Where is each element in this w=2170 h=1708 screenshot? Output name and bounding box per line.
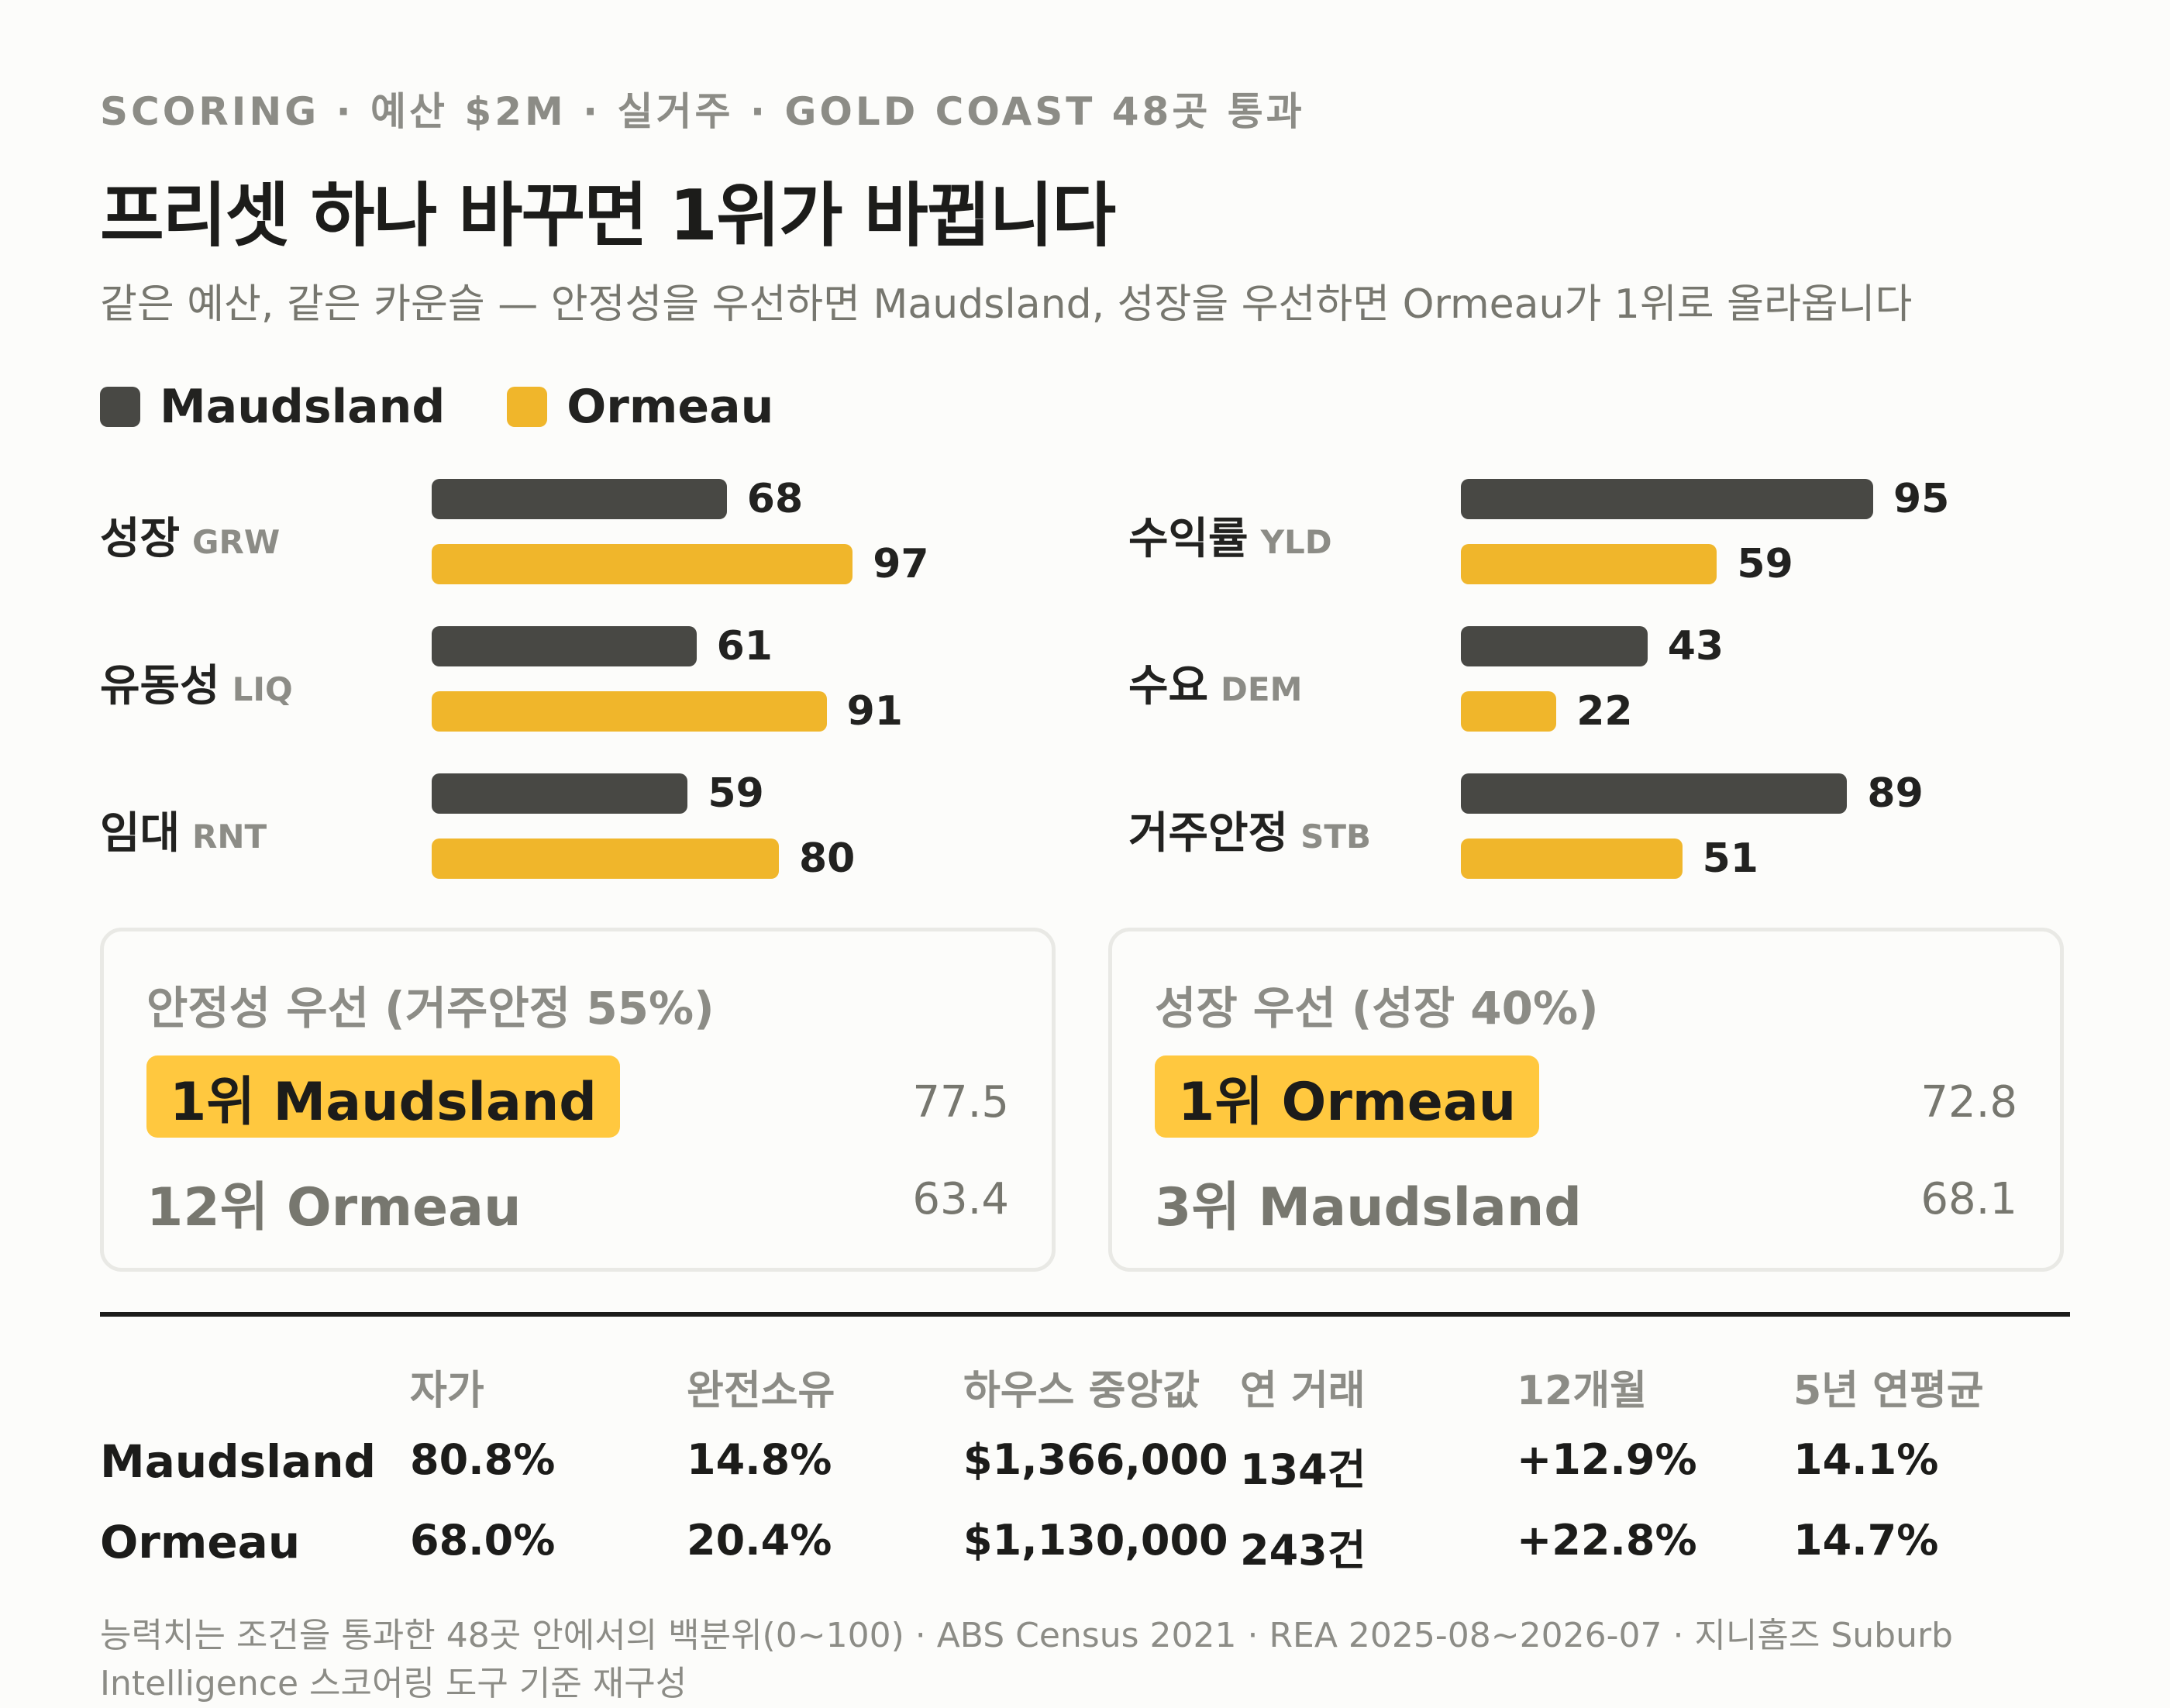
preset-card-stability: 안정성 우선 (거주안정 55%) 1위 Maudsland 77.5 12위 …	[100, 928, 1056, 1272]
legend-label-maudsland: Maudsland	[160, 380, 446, 434]
metric-label: 성장 GRW	[100, 504, 280, 566]
bar-maudsland-yld	[1461, 479, 1873, 519]
preset-runner-score: 63.4	[912, 1174, 1009, 1224]
preset-heading: 성장 우선 (성장 40%)	[1155, 982, 1599, 1035]
bar-value-label: 22	[1576, 688, 1633, 735]
metric-label: 거주안정 STB	[1128, 798, 1371, 861]
table-cell: $1,366,000	[963, 1435, 1228, 1484]
bar-ormeau-dem	[1461, 691, 1557, 732]
metric-label: 수요 DEM	[1128, 651, 1302, 714]
metric-name: 수요	[1128, 661, 1209, 711]
bar-ormeau-grw	[432, 544, 853, 584]
bar-value-label: 68	[746, 476, 804, 522]
table-header-owned-outright: 완전소유	[687, 1368, 835, 1414]
preset-runner-up: 12위 Ormeau	[146, 1177, 522, 1238]
legend-swatch-ormeau	[507, 387, 548, 427]
bar-value-label: 89	[1867, 770, 1924, 817]
preset-winner-badge: 1위 Maudsland	[146, 1055, 620, 1138]
table-cell: 134건	[1240, 1445, 1366, 1494]
chart-legend: Maudsland Ormeau	[100, 380, 835, 434]
table-header-median-price: 하우스 중앙값	[963, 1368, 1200, 1414]
table-row-label: Maudsland	[100, 1435, 377, 1488]
table-cell: 80.8%	[410, 1435, 556, 1484]
metric-code: GRW	[192, 523, 281, 561]
metric-code: RNT	[192, 818, 267, 856]
bar-ormeau-yld	[1461, 544, 1717, 584]
metric-name: 임대	[100, 808, 181, 859]
metric-code: YLD	[1260, 523, 1332, 561]
metric-label: 유동성 LIQ	[100, 651, 293, 714]
table-cell: 14.1%	[1793, 1435, 1939, 1484]
bar-value-label: 61	[716, 623, 773, 670]
table-header-annual-sales: 연 거래	[1240, 1368, 1366, 1414]
bar-maudsland-dem	[1461, 626, 1648, 666]
preset-card-growth: 성장 우선 (성장 40%) 1위 Ormeau 72.8 3위 Maudsla…	[1108, 928, 2064, 1272]
metric-label: 임대 RNT	[100, 798, 267, 861]
legend-label-ormeau: Ormeau	[567, 380, 774, 434]
preset-winner-score: 72.8	[1920, 1077, 2017, 1128]
bar-value-label: 91	[846, 688, 903, 735]
bar-maudsland-stb	[1461, 773, 1848, 814]
metric-name: 성장	[100, 514, 181, 564]
metric-code: STB	[1300, 818, 1372, 856]
table-row-label: Ormeau	[100, 1516, 301, 1569]
bar-maudsland-rnt	[432, 773, 688, 814]
table-divider	[100, 1312, 2070, 1317]
bar-value-label: 59	[1737, 541, 1793, 587]
subtitle: 같은 예산, 같은 카운슬 — 안정성을 우선하면 Maudsland, 성장을…	[100, 281, 1913, 328]
table-header-12-month: 12개월	[1517, 1368, 1648, 1414]
footnote: 능력치는 조건을 통과한 48곳 안에서의 백분위(0~100) · ABS C…	[100, 1616, 1953, 1703]
metric-label: 수익률 YLD	[1128, 504, 1332, 566]
preset-winner-badge: 1위 Ormeau	[1155, 1055, 1540, 1138]
bar-value-label: 97	[873, 541, 929, 587]
eyebrow: SCORING · 예산 $2M · 실거주 · GOLD COAST 48곳 …	[100, 89, 1305, 134]
table-header-5yr-avg: 5년 연평균	[1793, 1368, 1984, 1414]
metric-name: 수익률	[1128, 514, 1249, 564]
table-header-owner: 자가	[410, 1368, 484, 1414]
metric-name: 거주안정	[1128, 808, 1289, 859]
table-cell: 20.4%	[687, 1516, 832, 1565]
preset-runner-score: 68.1	[1920, 1174, 2017, 1224]
bar-value-label: 51	[1702, 835, 1758, 882]
bar-maudsland-liq	[432, 626, 697, 666]
legend-item-maudsland: Maudsland	[100, 380, 445, 434]
bar-ormeau-rnt	[432, 839, 779, 879]
table-cell: 68.0%	[410, 1516, 556, 1565]
table-cell: 14.7%	[1793, 1516, 1939, 1565]
metric-code: LIQ	[232, 670, 293, 708]
table-cell: +22.8%	[1517, 1516, 1697, 1565]
table-cell: $1,130,000	[963, 1516, 1228, 1565]
bar-maudsland-grw	[432, 479, 727, 519]
legend-item-ormeau: Ormeau	[507, 380, 773, 434]
table-cell: 243건	[1240, 1526, 1366, 1575]
table-cell: 14.8%	[687, 1435, 832, 1484]
legend-swatch-maudsland	[100, 387, 140, 427]
bar-ormeau-stb	[1461, 839, 1683, 879]
table-cell: +12.9%	[1517, 1435, 1697, 1484]
preset-heading: 안정성 우선 (거주안정 55%)	[146, 982, 715, 1035]
bar-ormeau-liq	[432, 691, 827, 732]
bar-value-label: 43	[1667, 623, 1724, 670]
metric-name: 유동성	[100, 661, 220, 711]
bar-value-label: 59	[708, 770, 764, 817]
bar-value-label: 80	[799, 835, 856, 882]
metric-code: DEM	[1221, 670, 1303, 708]
bar-value-label: 95	[1893, 476, 1950, 522]
preset-winner-score: 77.5	[912, 1077, 1009, 1128]
page-title: 프리셋 하나 바꾸면 1위가 바뀝니다	[100, 175, 1116, 257]
preset-runner-up: 3위 Maudsland	[1155, 1177, 1582, 1238]
